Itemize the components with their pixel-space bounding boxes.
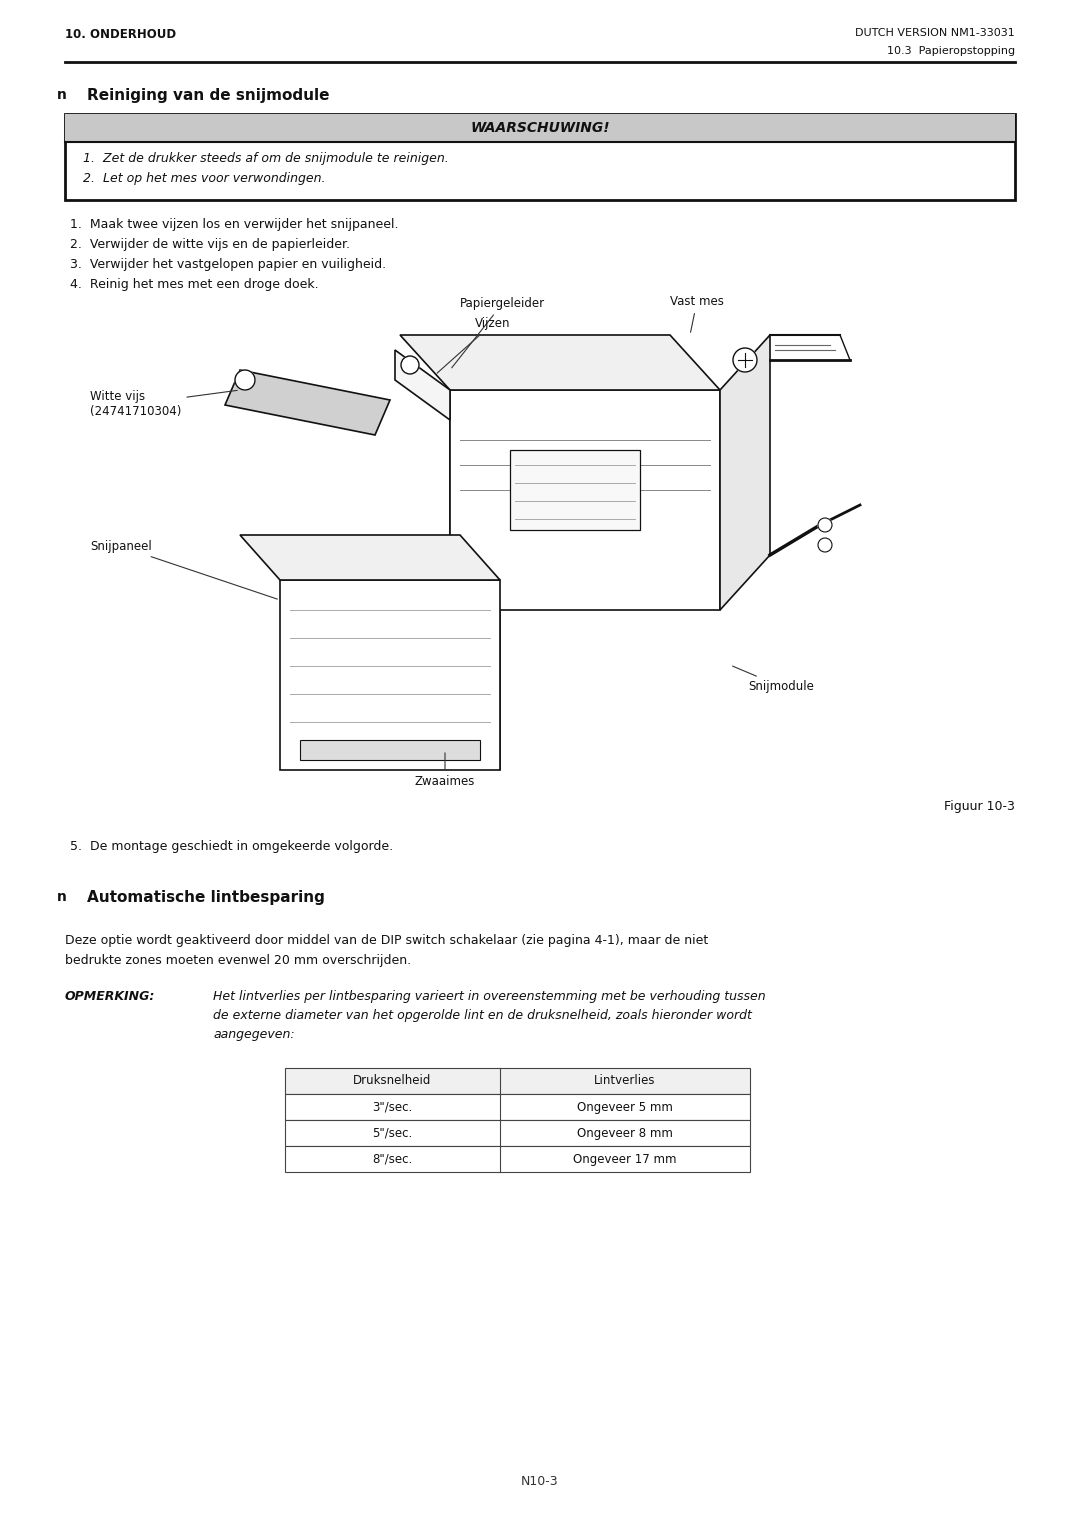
Text: Papiergeleider: Papiergeleider (451, 297, 545, 368)
Circle shape (235, 371, 255, 390)
Polygon shape (720, 336, 770, 610)
Text: Reiniging van de snijmodule: Reiniging van de snijmodule (87, 88, 329, 104)
Text: aangegeven:: aangegeven: (213, 1028, 295, 1042)
Text: 3.  Verwijder het vastgelopen papier en vuiligheid.: 3. Verwijder het vastgelopen papier en v… (70, 258, 387, 271)
Text: 4.  Reinig het mes met een droge doek.: 4. Reinig het mes met een droge doek. (70, 278, 319, 291)
Text: Snijmodule: Snijmodule (732, 666, 814, 692)
Bar (285, 1119, 750, 1145)
Polygon shape (395, 351, 450, 419)
Text: bedrukte zones moeten evenwel 20 mm overschrijden.: bedrukte zones moeten evenwel 20 mm over… (65, 955, 411, 967)
Bar (300, 740, 480, 759)
Text: Figuur 10-3: Figuur 10-3 (944, 801, 1015, 813)
Text: Druksnelheid: Druksnelheid (353, 1075, 432, 1087)
Text: 10. ONDERHOUD: 10. ONDERHOUD (65, 27, 176, 41)
Text: de externe diameter van het opgerolde lint en de druksnelheid, zoals hieronder w: de externe diameter van het opgerolde li… (213, 1010, 752, 1022)
Bar (65, 114, 1015, 142)
Text: Lintverlies: Lintverlies (594, 1075, 656, 1087)
Bar (285, 1068, 750, 1093)
Bar (285, 1093, 750, 1119)
Text: 1.  Maak twee vijzen los en verwijder het snijpaneel.: 1. Maak twee vijzen los en verwijder het… (70, 218, 399, 230)
Text: DUTCH VERSION NM1-33031: DUTCH VERSION NM1-33031 (855, 27, 1015, 38)
Text: 5.  De montage geschiedt in omgekeerde volgorde.: 5. De montage geschiedt in omgekeerde vo… (70, 840, 393, 852)
Text: Ongeveer 5 mm: Ongeveer 5 mm (577, 1101, 673, 1113)
Circle shape (818, 518, 832, 532)
Text: 5"/sec.: 5"/sec. (373, 1127, 413, 1139)
Polygon shape (225, 371, 390, 435)
Text: 2.  Verwijder de witte vijs en de papierleider.: 2. Verwijder de witte vijs en de papierl… (70, 238, 350, 252)
Circle shape (733, 348, 757, 372)
Circle shape (818, 538, 832, 552)
Polygon shape (240, 535, 500, 580)
Text: Snijpaneel: Snijpaneel (90, 540, 278, 599)
Text: N10-3: N10-3 (522, 1475, 558, 1488)
Text: Ongeveer 8 mm: Ongeveer 8 mm (577, 1127, 673, 1139)
Text: WAARSCHUWING!: WAARSCHUWING! (470, 120, 610, 136)
Text: Vijzen: Vijzen (437, 317, 511, 374)
Bar (65, 114, 1015, 200)
Text: 2.  Let op het mes voor verwondingen.: 2. Let op het mes voor verwondingen. (83, 172, 325, 185)
Polygon shape (400, 336, 720, 390)
Text: Deze optie wordt geaktiveerd door middel van de DIP switch schakelaar (zie pagin: Deze optie wordt geaktiveerd door middel… (65, 933, 708, 947)
Text: 8"/sec.: 8"/sec. (373, 1153, 413, 1165)
Circle shape (401, 355, 419, 374)
Text: 3"/sec.: 3"/sec. (373, 1101, 413, 1113)
Text: n: n (57, 891, 67, 904)
Text: Automatische lintbesparing: Automatische lintbesparing (87, 891, 325, 904)
Bar (280, 580, 500, 770)
Text: Zwaaimes: Zwaaimes (415, 753, 475, 788)
Text: 10.3  Papieropstopping: 10.3 Papieropstopping (887, 46, 1015, 56)
Text: n: n (57, 88, 67, 102)
Text: Het lintverlies per lintbesparing varieert in overeenstemming met be verhouding : Het lintverlies per lintbesparing variee… (213, 990, 766, 1003)
Bar (510, 450, 640, 531)
Polygon shape (450, 390, 500, 770)
Text: OPMERKING:: OPMERKING: (65, 990, 156, 1003)
Text: 1.  Zet de drukker steeds af om de snijmodule te reinigen.: 1. Zet de drukker steeds af om de snijmo… (83, 152, 449, 165)
Text: Witte vijs
(24741710304): Witte vijs (24741710304) (90, 390, 238, 418)
Text: Vast mes: Vast mes (670, 294, 724, 332)
Text: Ongeveer 17 mm: Ongeveer 17 mm (573, 1153, 677, 1165)
Bar (285, 1145, 750, 1173)
Bar (450, 390, 720, 610)
